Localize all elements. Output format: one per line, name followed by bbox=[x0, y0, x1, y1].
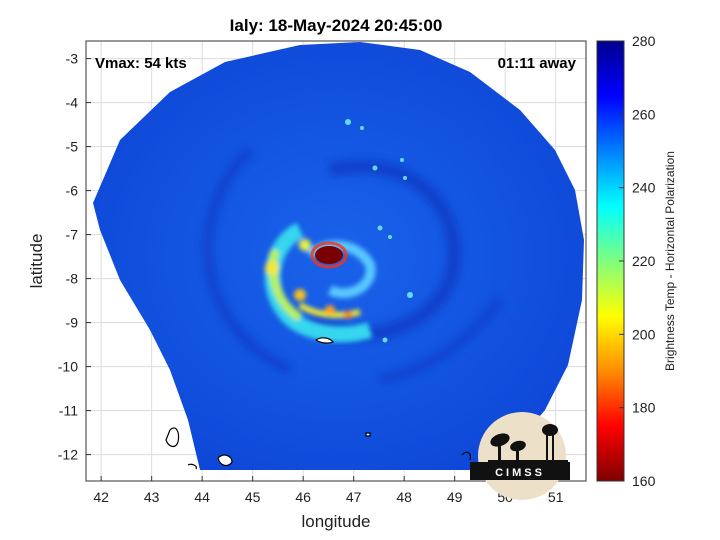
y-tick-label: -11 bbox=[59, 403, 78, 419]
y-tick-label: -5 bbox=[66, 139, 79, 155]
colorbar-tick-label: 200 bbox=[632, 326, 656, 342]
x-tick-label: 44 bbox=[194, 489, 210, 505]
y-tick-label: -8 bbox=[66, 271, 79, 287]
x-tick-label: 51 bbox=[548, 489, 564, 505]
y-tick-label: -4 bbox=[66, 95, 79, 111]
colorbar-label: Brightness Temp - Horizontal Polarizatio… bbox=[663, 151, 677, 371]
y-tick-label: -10 bbox=[58, 359, 78, 375]
colorbar-tick-label: 260 bbox=[632, 106, 656, 122]
vmax-annotation: Vmax: 54 kts bbox=[95, 55, 187, 72]
y-tick-label: -7 bbox=[66, 227, 79, 243]
plot-frame bbox=[85, 40, 587, 482]
y-tick-label: -6 bbox=[66, 183, 79, 199]
y-tick-label: -3 bbox=[66, 51, 79, 67]
colorbar: 160 180 200 220 240 260 280 Brightness Temp - … bbox=[596, 33, 677, 489]
x-tick-label: 48 bbox=[396, 489, 412, 505]
colorbar-ticks: 160 180 200 220 240 260 280 bbox=[619, 33, 656, 489]
cimss-logo: CIMSS bbox=[470, 412, 570, 500]
colorbar-tick-label: 240 bbox=[632, 180, 656, 196]
colorbar-tick-label: 280 bbox=[632, 33, 656, 49]
colorbar-tick-label: 160 bbox=[632, 473, 656, 489]
y-tick-label: -12 bbox=[58, 447, 78, 463]
x-tick-label: 43 bbox=[144, 489, 160, 505]
logo-banner bbox=[470, 462, 570, 480]
scattered-cells bbox=[345, 119, 413, 343]
y-tick-label: -9 bbox=[66, 315, 79, 331]
x-tick-label: 47 bbox=[346, 489, 362, 505]
x-tick-label: 46 bbox=[295, 489, 311, 505]
x-axis-label: longitude bbox=[301, 512, 370, 531]
y-axis: -3 -4 -5 -6 -7 -8 -9 -10 -11 -12 bbox=[58, 51, 91, 463]
cold-core bbox=[315, 246, 343, 264]
chart-title: Ialy: 18-May-2024 20:45:00 bbox=[230, 16, 443, 35]
x-tick-label: 42 bbox=[93, 489, 109, 505]
x-tick-label: 45 bbox=[245, 489, 261, 505]
logo-text: CIMSS bbox=[495, 467, 545, 479]
y-axis-label: latitude bbox=[27, 234, 46, 289]
colorbar-tick-label: 220 bbox=[632, 253, 656, 269]
time-away-annotation: 01:11 away bbox=[498, 55, 577, 72]
coastlines bbox=[165, 337, 471, 470]
x-tick-label: 49 bbox=[447, 489, 463, 505]
colorbar-tick-label: 180 bbox=[632, 400, 656, 416]
swath-image bbox=[93, 42, 584, 470]
